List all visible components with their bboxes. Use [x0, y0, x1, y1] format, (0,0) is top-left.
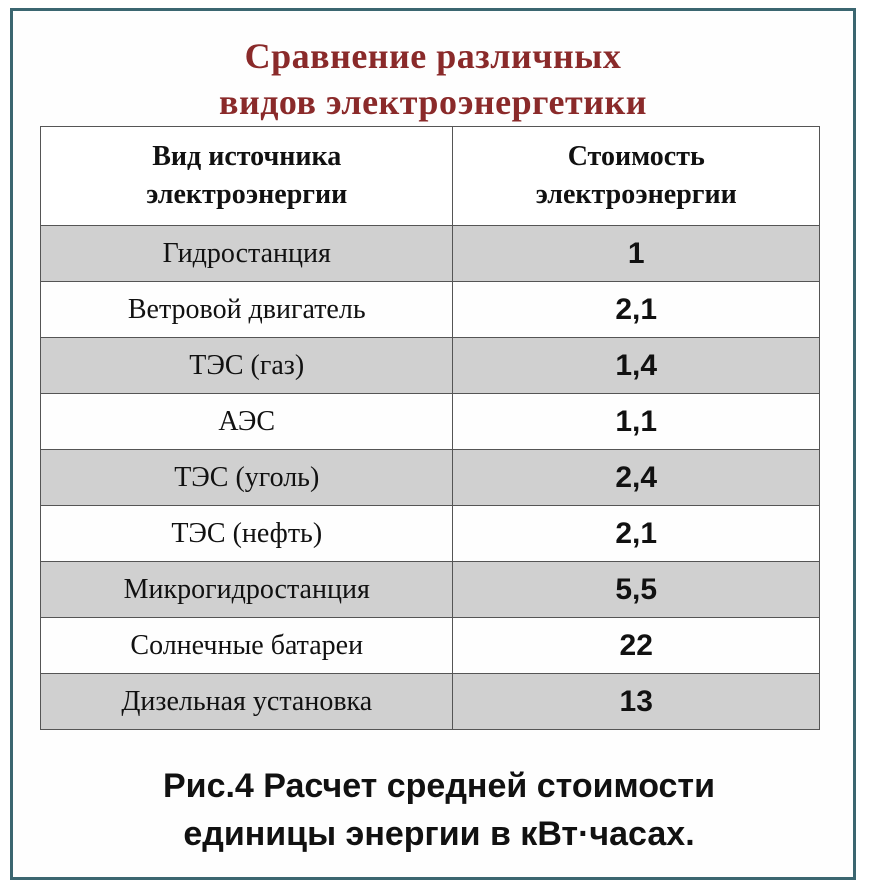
cost-cell: 22 — [452, 617, 820, 674]
table-row: Дизельная установка 13 — [39, 673, 820, 730]
table-row: Солнечные батареи 22 — [39, 617, 820, 674]
figure-title: Сравнение различных видов электроэнергет… — [13, 33, 853, 125]
source-cell: ТЭС (уголь) — [39, 449, 454, 506]
header-cost: Стоимость электроэнергии — [452, 126, 820, 226]
header-source: Вид источника электроэнергии — [39, 126, 454, 226]
header-cost-line-1: Стоимость — [567, 141, 705, 172]
source-cell: АЭС — [39, 393, 454, 450]
cost-cell: 1,1 — [452, 393, 820, 450]
table-header-row: Вид источника электроэнергии Стоимость э… — [39, 126, 820, 226]
table-row: Ветровой двигатель 2,1 — [39, 281, 820, 338]
header-source-line-2: электроэнергии — [146, 179, 348, 210]
cost-cell: 5,5 — [452, 561, 820, 618]
caption-line-2: единицы энергии в кВт·часах. — [183, 815, 695, 853]
cost-comparison-table: Вид источника электроэнергии Стоимость э… — [39, 126, 820, 730]
table-row: ТЭС (нефть) 2,1 — [39, 505, 820, 562]
title-line-2: видов электроэнергетики — [219, 82, 647, 122]
table-row: ТЭС (газ) 1,4 — [39, 337, 820, 394]
table-row: Гидростанция 1 — [39, 225, 820, 282]
source-cell: Солнечные батареи — [39, 617, 454, 674]
source-cell: Дизельная установка — [39, 673, 454, 730]
table-row: АЭС 1,1 — [39, 393, 820, 450]
header-cost-line-2: электроэнергии — [535, 179, 737, 210]
table-row: Микрогидростанция 5,5 — [39, 561, 820, 618]
cost-cell: 1,4 — [452, 337, 820, 394]
cost-cell: 2,1 — [452, 281, 820, 338]
source-cell: ТЭС (нефть) — [39, 505, 454, 562]
table-row: ТЭС (уголь) 2,4 — [39, 449, 820, 506]
cost-cell: 1 — [452, 225, 820, 282]
title-line-1: Сравнение различных — [244, 36, 622, 76]
source-cell: ТЭС (газ) — [39, 337, 454, 394]
source-cell: Ветровой двигатель — [39, 281, 454, 338]
cost-cell: 2,4 — [452, 449, 820, 506]
source-cell: Микрогидростанция — [39, 561, 454, 618]
cost-cell: 13 — [452, 673, 820, 730]
figure-caption: Рис.4 Расчет средней стоимости единицы э… — [0, 762, 878, 858]
source-cell: Гидростанция — [39, 225, 454, 282]
cost-cell: 2,1 — [452, 505, 820, 562]
header-source-line-1: Вид источника — [152, 141, 342, 172]
caption-line-1: Рис.4 Расчет средней стоимости — [163, 767, 715, 805]
